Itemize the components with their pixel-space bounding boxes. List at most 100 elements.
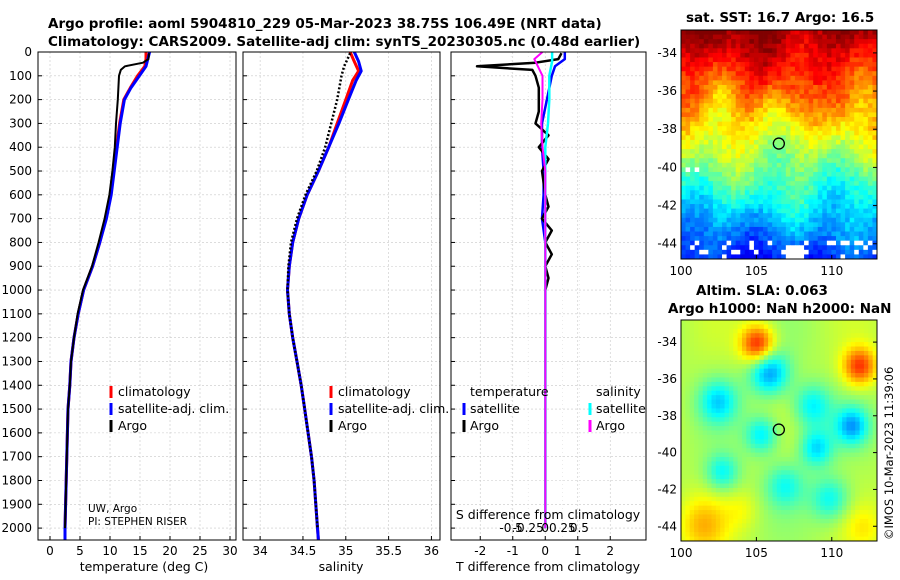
map-cell (703, 84, 709, 90)
map-cell (854, 217, 860, 223)
map-cell (785, 381, 791, 387)
map-cell (831, 39, 837, 45)
map-cell (720, 346, 725, 352)
map-cell (731, 34, 737, 40)
map-cell (728, 465, 734, 471)
map-cell (698, 333, 704, 339)
map-cell (826, 135, 832, 141)
map-cell (807, 457, 813, 462)
map-cell (802, 346, 808, 352)
map-cell (804, 240, 810, 246)
map-cell (781, 390, 786, 396)
map-cell (872, 350, 878, 356)
map-cell (863, 328, 869, 334)
axes-frame (37, 51, 237, 541)
map-cell (781, 474, 786, 480)
map-cell (698, 430, 704, 436)
map-cell (835, 204, 841, 210)
map-cell (804, 135, 810, 141)
map-cell (849, 217, 855, 223)
map-cell (872, 443, 878, 449)
map-cell (846, 487, 852, 493)
map-cell (707, 377, 712, 383)
map-cell (785, 324, 791, 330)
map-cell (820, 496, 826, 502)
map-cell (699, 149, 705, 155)
map-cell (799, 231, 805, 237)
map-cell (731, 249, 737, 255)
map-cell (772, 518, 778, 524)
map-cell (820, 487, 826, 493)
map-cell (749, 71, 755, 77)
map-y-tick-label: -34 (657, 46, 677, 60)
map-cell (726, 199, 732, 205)
map-cell (781, 245, 787, 251)
map-cell (749, 176, 755, 182)
map-cell (708, 94, 714, 100)
map-cell (690, 249, 696, 255)
map-cell (694, 126, 700, 132)
map-cell (868, 328, 874, 334)
map-cell (681, 457, 686, 462)
map-cell (837, 408, 843, 414)
map-cell (750, 346, 756, 352)
map-cell (822, 139, 828, 145)
map-cell (845, 249, 851, 255)
map-cell (707, 532, 712, 537)
map-cell (776, 439, 782, 445)
map-cell (694, 149, 700, 155)
map-cell (850, 328, 856, 334)
x-tick-label: 34 (252, 544, 267, 558)
map-cell (724, 320, 730, 325)
map-cell (808, 89, 814, 95)
map-cell (794, 130, 800, 136)
map-cell (802, 443, 808, 449)
map-cell (712, 139, 718, 145)
map-cell (854, 84, 860, 90)
map-cell (767, 84, 773, 90)
map-cell (817, 185, 823, 191)
map-cell (740, 126, 746, 132)
map-cell (740, 52, 746, 58)
map-cell (845, 226, 851, 232)
map-cell (799, 135, 805, 141)
axes-frame (242, 51, 441, 541)
map-cell (694, 245, 700, 251)
map-cell (816, 381, 821, 387)
map-cell (685, 48, 691, 54)
map-cell (845, 158, 851, 164)
map-cell (867, 71, 873, 77)
map-cell (759, 421, 765, 427)
map-cell (868, 403, 874, 409)
map-cell (681, 112, 686, 118)
map-cell (816, 399, 821, 405)
map-cell (768, 337, 773, 343)
map-cell (863, 346, 869, 352)
map-cell (804, 117, 810, 122)
map-cell (740, 80, 746, 86)
map-cell (722, 236, 727, 242)
map-cell (863, 199, 869, 205)
map-cell (802, 373, 808, 378)
map-cell (826, 249, 832, 255)
map-cell (726, 222, 732, 228)
map-cell (685, 368, 691, 374)
map-cell (804, 121, 810, 127)
map-cell (690, 121, 696, 127)
map-cell (789, 496, 795, 502)
map-cell (789, 390, 795, 396)
map-cell (863, 103, 869, 109)
map-cell (741, 434, 747, 440)
map-cell (859, 421, 865, 427)
map-cell (826, 34, 832, 40)
map-cell (776, 448, 782, 453)
map-cell (744, 94, 750, 100)
map-cell (703, 162, 709, 168)
map-cell (811, 536, 817, 542)
map-cell (763, 408, 769, 414)
map-cell (811, 505, 817, 511)
map-cell (681, 231, 686, 237)
map-cell (703, 254, 709, 260)
y-tick-label: 700 (9, 212, 32, 226)
map-cell (840, 71, 846, 77)
